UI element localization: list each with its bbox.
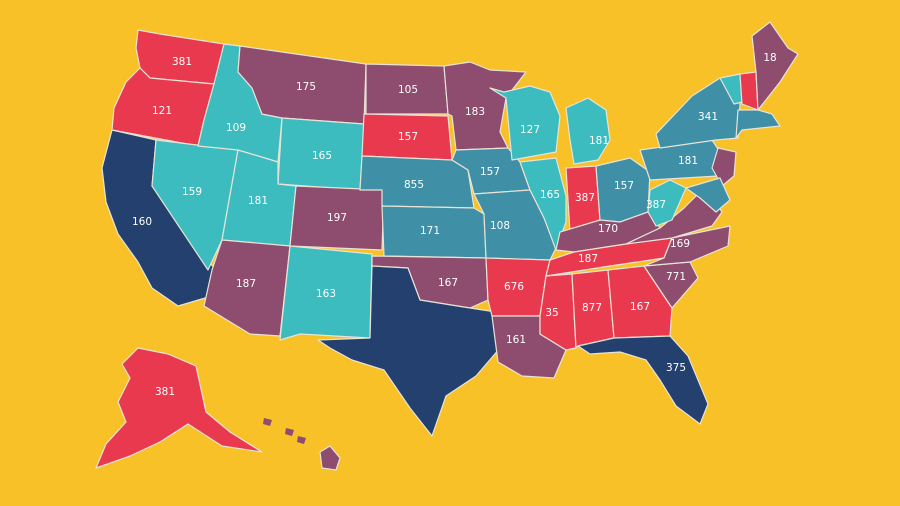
state-nm: [279, 245, 373, 341]
state-label-me: 18: [763, 52, 776, 64]
state-label-oh: 157: [614, 180, 634, 192]
states-layer: [95, 21, 799, 471]
state-wi: [489, 85, 561, 161]
state-label-ia: 157: [480, 166, 500, 178]
state-label-in: 387: [575, 192, 595, 204]
state-label-il: 165: [540, 189, 560, 201]
state-label-mo: 108: [490, 220, 510, 232]
state-label-ak: 381: [155, 386, 175, 398]
state-label-ar: 676: [504, 281, 524, 293]
state-fl: [577, 335, 709, 425]
state-label-or: 121: [152, 105, 172, 117]
hawaii-island-small-1: [285, 428, 294, 436]
state-label-wv: 387: [646, 199, 666, 211]
state-label-ms: 35: [545, 307, 558, 319]
state-label-ne: 855: [404, 179, 424, 191]
state-label-pa: 181: [678, 155, 698, 167]
state-label-la: 161: [506, 334, 526, 346]
state-label-fl: 375: [666, 362, 686, 374]
state-label-ky: 170: [598, 223, 618, 235]
state-label-ks: 171: [420, 225, 440, 237]
state-label-nc: 169: [670, 238, 690, 250]
state-label-mi: 181: [589, 135, 609, 147]
state-label-ny: 341: [698, 111, 718, 123]
state-label-ca: 160: [132, 216, 152, 228]
state-hi: [319, 445, 341, 471]
state-label-ok: 167: [438, 277, 458, 289]
state-ny: [655, 77, 741, 149]
state-label-nd: 105: [398, 84, 418, 96]
state-label-wy: 165: [312, 150, 332, 162]
state-label-al: 877: [582, 302, 602, 314]
state-label-ga: 167: [630, 301, 650, 313]
state-label-sc: 771: [666, 271, 686, 283]
labels-layer: 381 121 160 159 109 175 165 181 197 187 163 105 157 8…: [132, 52, 777, 398]
state-mi: [565, 97, 611, 165]
state-label-co: 197: [327, 212, 347, 224]
state-label-wa: 381: [172, 56, 192, 68]
state-nh: [739, 71, 759, 111]
state-label-ut: 181: [248, 195, 268, 207]
state-ma: [735, 109, 781, 139]
state-label-az: 187: [236, 278, 256, 290]
state-label-mt: 175: [296, 81, 316, 93]
state-label-sd: 157: [398, 131, 418, 143]
state-tx: [317, 265, 501, 437]
hawaii-island-small-2: [297, 436, 306, 444]
state-md: [685, 177, 731, 213]
state-mn: [443, 61, 527, 151]
state-ak: [95, 347, 263, 469]
state-label-id: 109: [226, 122, 246, 134]
state-label-nm: 163: [316, 288, 336, 300]
state-label-nv: 159: [182, 186, 202, 198]
hawaii-island-small-3: [263, 418, 272, 426]
state-nj: [711, 147, 737, 187]
state-label-wi: 127: [520, 124, 540, 136]
state-label-tn: 187: [578, 253, 598, 265]
state-label-mn: 183: [465, 106, 485, 118]
state-co: [289, 185, 385, 251]
state-me: [751, 21, 799, 111]
